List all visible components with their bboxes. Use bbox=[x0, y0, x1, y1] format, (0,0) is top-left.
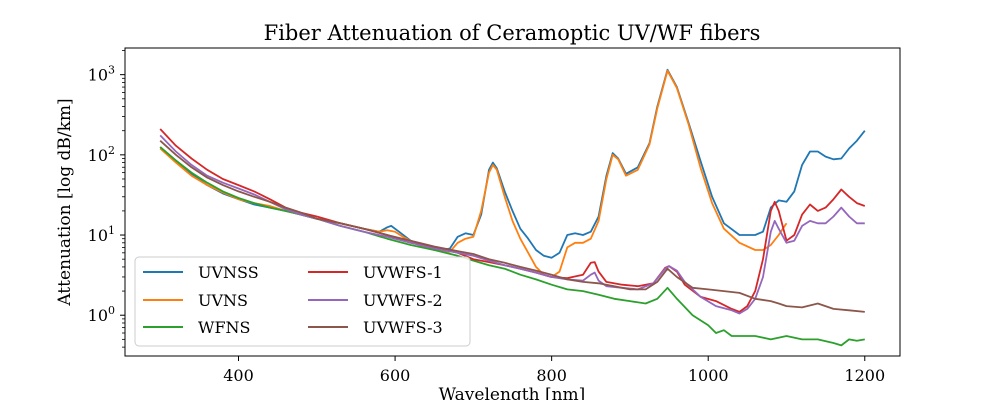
x-tick-label: 600 bbox=[380, 366, 411, 385]
x-tick-label: 1000 bbox=[688, 366, 729, 385]
y-tick-label: 102 bbox=[88, 144, 115, 165]
y-tick-label: 103 bbox=[88, 64, 115, 85]
x-tick-label: 800 bbox=[536, 366, 567, 385]
x-tick-label: 1200 bbox=[844, 366, 885, 385]
x-axis-ticks: 400 600 800 1000 1200 bbox=[223, 356, 885, 385]
y-axis-label: Attenuation [log dB/km] bbox=[55, 98, 75, 306]
x-tick-label: 400 bbox=[223, 366, 254, 385]
series-line-uvnss bbox=[159, 68, 866, 259]
legend-label-uvns: UVNS bbox=[198, 291, 248, 310]
y-tick-label: 100 bbox=[88, 304, 115, 325]
chart-title: Fiber Attenuation of Ceramoptic UV/WF fi… bbox=[264, 21, 761, 45]
legend-label-wfns: WFNS bbox=[198, 318, 251, 337]
series-line-uvwfs-3 bbox=[159, 140, 865, 313]
legend: UVNSS UVNS WFNS UVWFS-1 UVWFS-2 UVWFS-3 bbox=[134, 256, 471, 347]
legend-label-uvnss: UVNSS bbox=[198, 263, 259, 282]
legend-label-uvwfs-1: UVWFS-1 bbox=[363, 263, 443, 282]
legend-label-uvwfs-3: UVWFS-3 bbox=[363, 318, 443, 337]
plot-frame bbox=[124, 47, 901, 357]
series-line-wfns bbox=[159, 146, 865, 347]
series-lines bbox=[159, 68, 866, 347]
x-axis-label: Wavelength [nm] bbox=[439, 385, 586, 400]
legend-label-uvwfs-2: UVWFS-2 bbox=[363, 291, 443, 310]
series-line-uvns bbox=[159, 69, 788, 278]
y-axis-ticks: 100 101 102 103 bbox=[88, 50, 125, 348]
series-line-uvwfs-2 bbox=[159, 134, 865, 315]
legend-box bbox=[134, 256, 471, 347]
y-tick-label: 101 bbox=[88, 224, 115, 245]
